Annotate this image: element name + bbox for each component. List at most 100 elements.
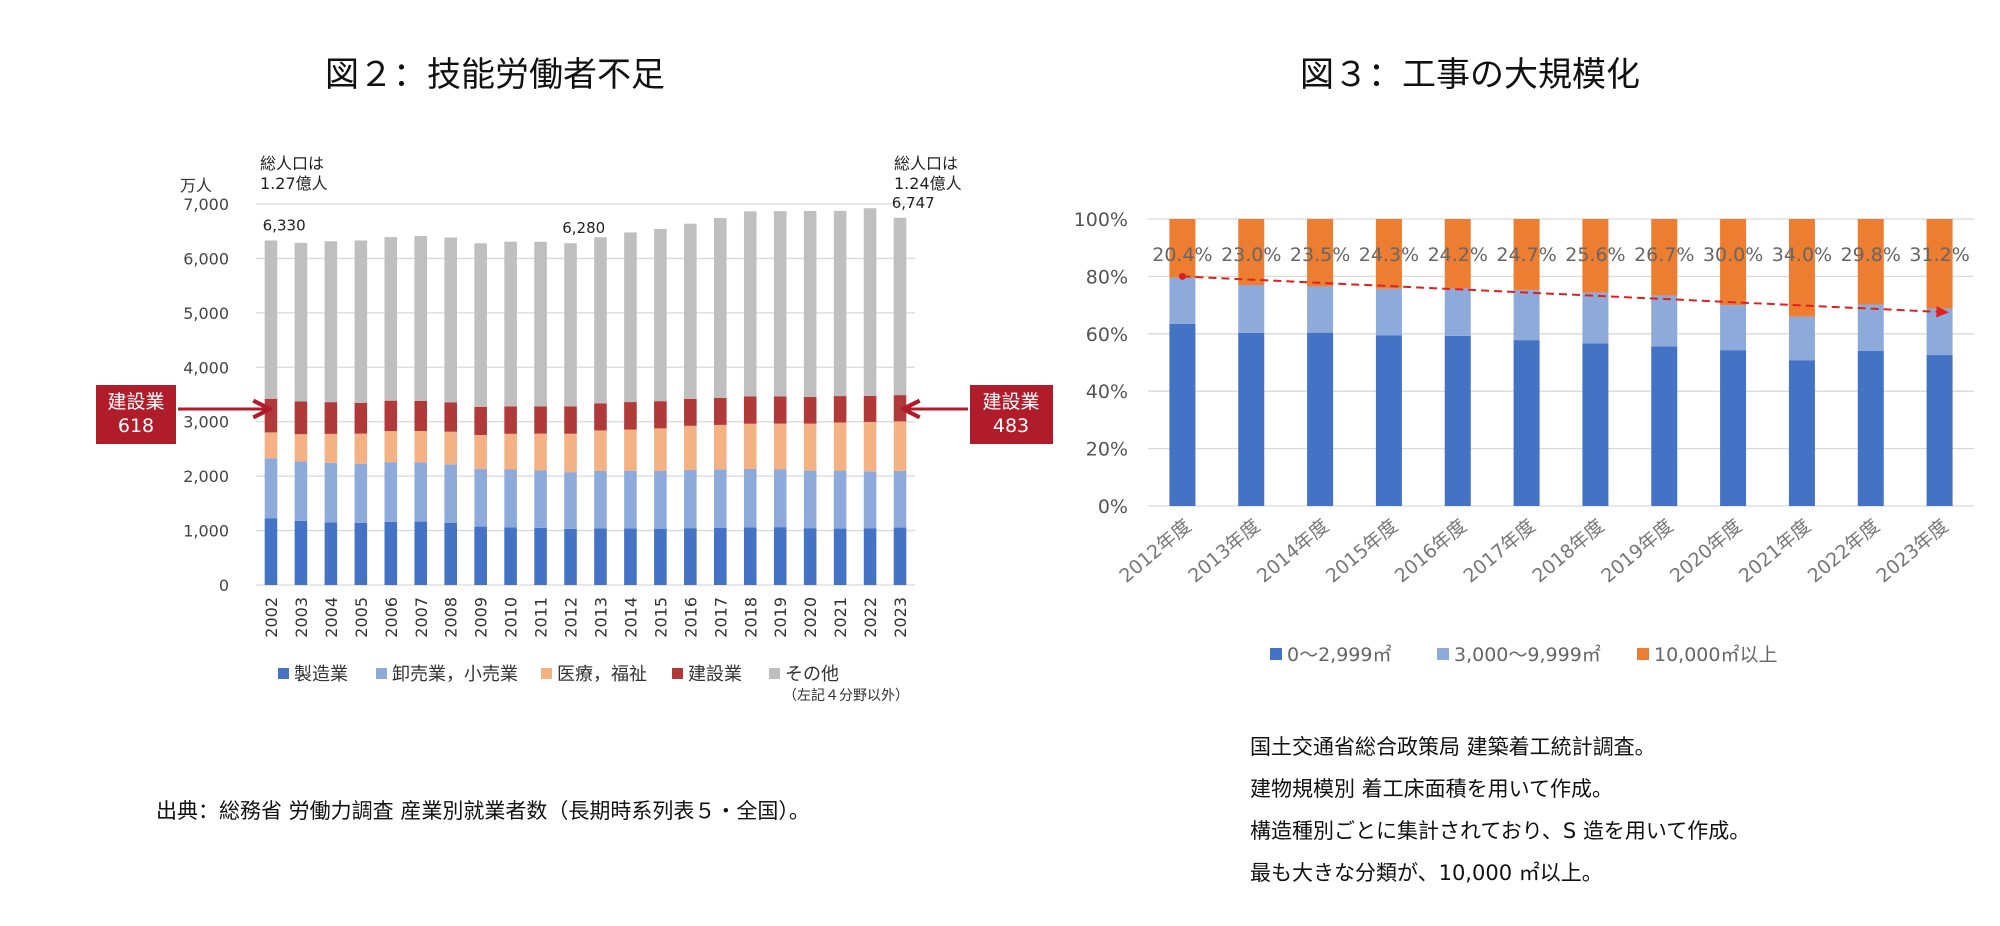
x-tick-label: 2018 (741, 597, 760, 638)
bar-segment (534, 527, 547, 585)
callout-box-right (970, 385, 1053, 444)
bar-segment (264, 458, 278, 519)
bar-segment (624, 429, 637, 471)
x-tick-label: 2020年度 (1666, 515, 1746, 587)
bar-segment (833, 396, 847, 423)
x-tick-label: 2004 (322, 597, 341, 638)
bar-segment (833, 470, 847, 529)
source-note: 出典：総務省 労働力調査 産業別就業者数（長期時系列表５・全国）。 (156, 799, 810, 823)
bar-segment (1238, 332, 1265, 506)
data-label: 29.8% (1841, 244, 1901, 266)
bar-segment (564, 472, 577, 529)
bar-segment (354, 522, 368, 585)
bar-segment (893, 527, 907, 585)
bar-segment (504, 433, 517, 470)
legend-label: その他 (785, 664, 839, 685)
bar-segment (893, 217, 907, 396)
bar-segment (1651, 346, 1678, 506)
bar-segment (1651, 295, 1678, 347)
y-tick-label: 0% (1098, 496, 1128, 518)
bar-segment (1238, 285, 1265, 333)
bar-segment (1307, 332, 1334, 506)
bar-segment (1857, 351, 1884, 506)
data-label: 20.4% (1152, 244, 1212, 266)
bar-segment (1651, 219, 1678, 296)
x-tick-label: 2012 (562, 597, 581, 638)
callout-text-left: 建設業 (107, 391, 164, 413)
bar-segment (714, 527, 727, 585)
bar-segment (654, 428, 667, 472)
bar-segment (654, 471, 667, 529)
bar-segment (594, 403, 607, 431)
bar-segment (1444, 219, 1471, 289)
x-tick-label: 2003 (292, 597, 311, 638)
legend-label: 3,000〜9,999㎡ (1454, 643, 1601, 666)
bar-segment (1857, 304, 1884, 352)
bar-segment (1788, 360, 1815, 506)
bar-segment (624, 470, 637, 529)
legend-swatch (1270, 648, 1282, 660)
bar-segment (294, 242, 308, 402)
bar-segment (564, 406, 577, 434)
x-tick-label: 2013年度 (1184, 515, 1264, 587)
x-tick-label: 2019年度 (1597, 515, 1677, 587)
bar-total-label: 6,280 (562, 219, 605, 237)
bar-segment (384, 431, 398, 463)
bar-segment (863, 528, 877, 585)
bar-segment (714, 218, 727, 398)
bar-segment (1582, 343, 1609, 506)
bar-segment (624, 232, 637, 403)
callout-text-left: 618 (118, 415, 154, 437)
bar-segment (1926, 219, 1953, 309)
bar-segment (654, 401, 667, 429)
bar-segment (564, 528, 577, 585)
bar-segment (893, 470, 907, 528)
x-tick-label: 2012年度 (1115, 515, 1195, 587)
data-label: 26.7% (1634, 244, 1694, 266)
bar-segment (294, 461, 308, 521)
callout-box-left (96, 385, 176, 444)
legend-label: 0〜2,999㎡ (1287, 643, 1391, 666)
data-label: 25.6% (1565, 244, 1625, 266)
x-tick-label: 2014 (621, 597, 640, 638)
bar-segment (684, 528, 697, 585)
bar-segment (1720, 350, 1747, 506)
population-note-right: 総人口は (894, 154, 958, 173)
bar-segment (833, 422, 847, 471)
bar-segment (504, 406, 517, 434)
legend-label: 建設業 (688, 664, 742, 685)
bar-segment (1720, 305, 1747, 351)
bar-segment (324, 462, 338, 523)
bar-segment (803, 470, 817, 529)
population-note-left: 1.27億人 (260, 174, 328, 193)
bar-segment (264, 518, 278, 585)
bar-segment (414, 462, 428, 522)
chart-labor-shortage: 図２：技能労働者不足 0 1,000 2,000 3,000 4,000 5,000 6,00… (96, 55, 1053, 823)
y-tick-label: 2,000 (183, 467, 229, 486)
bar-segment (803, 528, 817, 585)
chart1-title: 図２：技能労働者不足 (325, 55, 665, 95)
y-tick-label: 4,000 (183, 358, 229, 377)
legend-swatch (541, 668, 552, 679)
bar-segment (803, 423, 817, 471)
source-note: 構造種別ごとに集計されており、S 造を用いて作成。 (1250, 819, 1750, 843)
bar-segment (684, 425, 697, 470)
bar-segment (384, 462, 398, 522)
bar-segment (1444, 288, 1471, 336)
bar-segment (1238, 219, 1265, 286)
y-tick-label: 5,000 (183, 304, 229, 323)
bar-segment (1788, 316, 1815, 361)
bar-segment (444, 522, 457, 585)
bar-segment (294, 520, 308, 585)
bar-segment (294, 434, 308, 462)
bar-segment (654, 528, 667, 585)
x-tick-label: 2009 (472, 597, 491, 638)
bar-segment (1307, 219, 1334, 287)
legend-label: 卸売業，小売業 (392, 664, 518, 685)
callout-text-right: 483 (993, 415, 1029, 437)
bar-total-label: 6,330 (263, 216, 306, 234)
x-tick-label: 2021年度 (1735, 515, 1815, 587)
bar-segment (414, 236, 428, 401)
source-note: 最も大きな分類が、10,000 ㎡以上。 (1250, 861, 1603, 885)
